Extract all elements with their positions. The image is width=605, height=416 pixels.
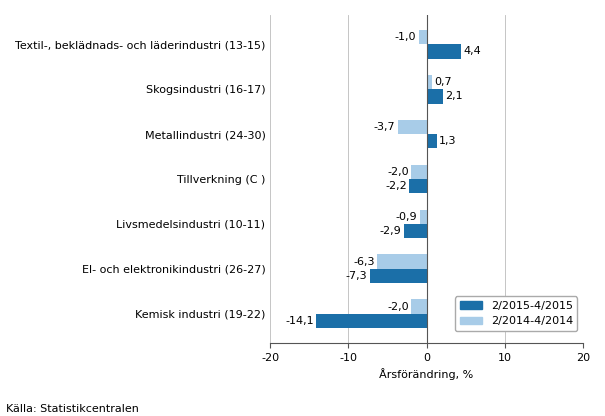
Bar xyxy=(378,255,427,269)
Text: -7,3: -7,3 xyxy=(345,271,367,281)
Text: 2,1: 2,1 xyxy=(445,92,463,102)
Legend: 2/2015-4/2015, 2/2014-4/2014: 2/2015-4/2015, 2/2014-4/2014 xyxy=(455,297,577,331)
Text: -0,9: -0,9 xyxy=(396,212,417,222)
Bar xyxy=(427,89,443,104)
Bar xyxy=(427,44,461,59)
Text: -6,3: -6,3 xyxy=(353,257,375,267)
Text: -3,7: -3,7 xyxy=(374,122,395,132)
Bar xyxy=(370,269,427,283)
Bar xyxy=(404,224,427,238)
Text: -1,0: -1,0 xyxy=(395,32,416,42)
Bar xyxy=(411,165,427,179)
Text: 0,7: 0,7 xyxy=(434,77,452,87)
Text: -2,2: -2,2 xyxy=(385,181,407,191)
Bar xyxy=(419,210,427,224)
Bar xyxy=(316,314,427,328)
Bar xyxy=(410,179,427,193)
Bar xyxy=(411,300,427,314)
Bar xyxy=(397,120,427,134)
Text: -14,1: -14,1 xyxy=(286,316,314,326)
X-axis label: Årsförändring, %: Årsförändring, % xyxy=(379,368,474,380)
Text: 1,3: 1,3 xyxy=(439,136,457,146)
Text: -2,0: -2,0 xyxy=(387,302,408,312)
Bar xyxy=(427,75,432,89)
Bar xyxy=(427,134,437,149)
Text: -2,0: -2,0 xyxy=(387,167,408,177)
Text: -2,9: -2,9 xyxy=(380,226,402,236)
Text: 4,4: 4,4 xyxy=(463,47,481,57)
Text: Källa: Statistikcentralen: Källa: Statistikcentralen xyxy=(6,404,139,414)
Bar xyxy=(419,30,427,44)
